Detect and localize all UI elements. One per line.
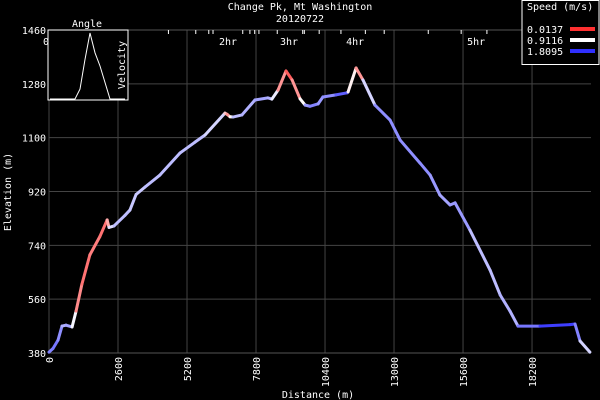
elevation-segment bbox=[203, 111, 227, 137]
legend-label: 1.8095 bbox=[527, 47, 563, 58]
elevation-segment bbox=[276, 69, 288, 92]
time-label: 2hr bbox=[219, 37, 237, 48]
inset-y-label: Velocity bbox=[117, 41, 128, 89]
x-tick-label: 7800 bbox=[252, 357, 263, 381]
elevation-segment bbox=[51, 338, 60, 351]
elevation-segment bbox=[573, 322, 582, 343]
x-tick-label: 2600 bbox=[114, 357, 125, 381]
elevation-segment bbox=[428, 173, 442, 197]
chart-subtitle: 20120722 bbox=[276, 14, 324, 25]
x-tick-label: 15600 bbox=[459, 357, 470, 387]
y-tick-label: 740 bbox=[28, 241, 46, 252]
legend-swatch bbox=[570, 38, 595, 42]
inset-angle-curve bbox=[50, 32, 125, 100]
elevation-segment bbox=[488, 268, 502, 297]
elevation-segment bbox=[98, 218, 109, 238]
elevation-segment bbox=[128, 192, 138, 212]
elevation-segment bbox=[158, 151, 182, 177]
elevation-segment bbox=[334, 91, 349, 97]
inset-frame bbox=[47, 29, 129, 101]
time-label: 5hr bbox=[467, 37, 485, 48]
elevation-segment bbox=[240, 98, 257, 117]
elevation-segment bbox=[112, 213, 127, 228]
y-tick-label: 1280 bbox=[22, 80, 46, 91]
elevation-segment bbox=[468, 228, 492, 272]
y-tick-label: 1100 bbox=[22, 134, 46, 145]
y-tick-label: 380 bbox=[28, 349, 46, 360]
x-tick-label: 13000 bbox=[390, 357, 401, 387]
legend-swatch bbox=[570, 27, 595, 31]
elevation-segment bbox=[508, 309, 520, 328]
axes: 380 560 740 920 1100 1280 1460 0 2600 5200 7800 104… bbox=[22, 26, 591, 387]
elevation-segment bbox=[74, 282, 84, 313]
x-tick-label: 18200 bbox=[528, 357, 539, 387]
elevation-segment bbox=[143, 173, 162, 189]
elevation-segment bbox=[498, 293, 512, 313]
x-tick-label: 0 bbox=[45, 357, 56, 363]
elevation-segment bbox=[178, 140, 197, 155]
elevation-segment bbox=[418, 161, 432, 177]
inset-title: Angle bbox=[72, 19, 102, 30]
elevation-segment bbox=[398, 138, 422, 165]
legend-title: Speed (m/s) bbox=[527, 2, 593, 13]
elevation-segment bbox=[321, 93, 338, 99]
y-tick-label: 920 bbox=[28, 188, 46, 199]
elevation-segment bbox=[193, 133, 207, 144]
elevation-segment bbox=[453, 201, 472, 232]
elevation-segment bbox=[134, 185, 147, 196]
elevation-line bbox=[47, 66, 592, 354]
elevation-segment bbox=[270, 88, 280, 101]
elevation-segment bbox=[538, 323, 572, 328]
y-tick-label: 560 bbox=[28, 295, 46, 306]
elevation-segment bbox=[231, 113, 244, 119]
elevation-segment bbox=[70, 309, 78, 329]
elevation-segment bbox=[438, 193, 452, 207]
legend-swatch bbox=[570, 49, 595, 53]
inset-chart: Angle Velocity bbox=[47, 19, 129, 101]
legend-frame bbox=[521, 0, 600, 65]
time-label: 4hr bbox=[346, 37, 364, 48]
elevation-segment bbox=[373, 103, 392, 122]
elevation-segment bbox=[346, 66, 358, 94]
elevation-segment bbox=[80, 253, 92, 286]
time-label: 3hr bbox=[280, 37, 298, 48]
chart-title: Change Pk, Mt Washington bbox=[228, 2, 373, 13]
x-axis-label: Distance (m) bbox=[282, 390, 354, 400]
x-tick-label: 5200 bbox=[183, 357, 194, 381]
grid bbox=[48, 29, 591, 354]
legend-label: 0.0137 bbox=[527, 25, 563, 36]
x-tick-label: 10400 bbox=[321, 357, 332, 387]
elevation-segment bbox=[284, 69, 294, 82]
elevation-segment bbox=[88, 234, 102, 257]
legend-label: 0.9116 bbox=[527, 36, 563, 47]
elevation-segment bbox=[354, 66, 365, 82]
elevation-segment bbox=[253, 96, 270, 102]
y-axis-label: Elevation (m) bbox=[3, 153, 14, 231]
elevation-segment bbox=[361, 78, 377, 107]
elevation-segment bbox=[56, 324, 64, 342]
elevation-segment bbox=[578, 339, 592, 354]
y-tick-label: 1460 bbox=[22, 26, 46, 37]
elevation-segment bbox=[388, 118, 402, 142]
elevation-segment bbox=[290, 78, 302, 101]
